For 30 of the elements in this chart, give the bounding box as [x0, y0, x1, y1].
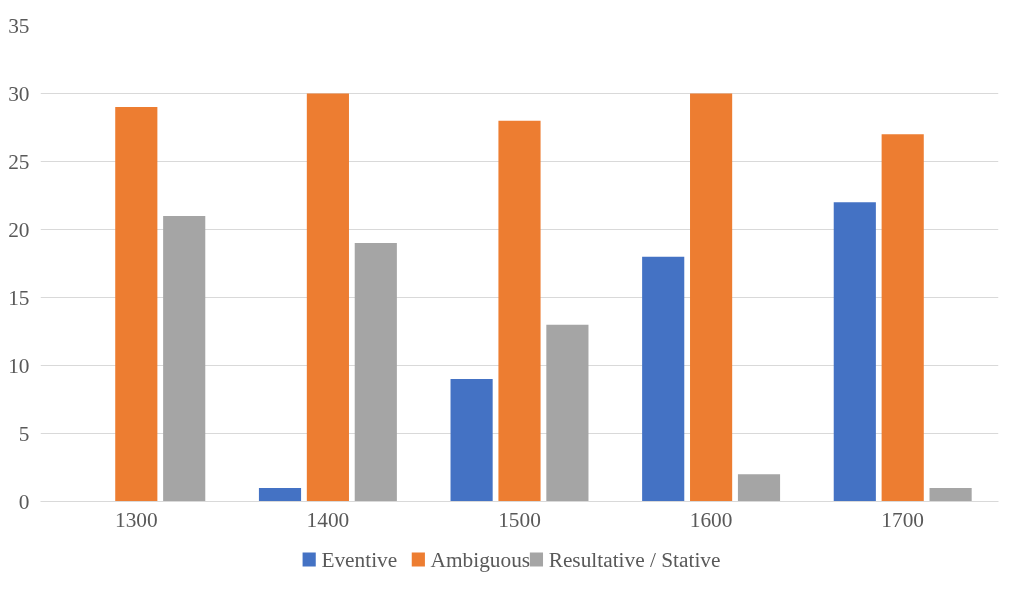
bar [498, 120, 541, 502]
bar [546, 324, 589, 502]
bar [833, 202, 876, 502]
bar [450, 379, 493, 502]
x-tick-label: 1500 [498, 507, 541, 532]
legend-label: Resultative / Stative [548, 547, 721, 572]
legend-label: Ambiguous [430, 547, 531, 572]
y-tick-label: 0 [18, 489, 30, 514]
bar [306, 93, 349, 502]
legend-label: Eventive [321, 547, 398, 572]
y-tick-label: 20 [8, 217, 30, 242]
bar [258, 487, 302, 502]
x-tick-label: 1400 [306, 507, 350, 532]
y-tick-label: 15 [8, 285, 30, 310]
bar [115, 107, 158, 502]
bar [881, 134, 924, 502]
bar [163, 215, 206, 502]
bar [690, 93, 733, 502]
x-tick-label: 1700 [881, 507, 925, 532]
bar [354, 243, 397, 502]
bar [737, 474, 781, 502]
y-tick-label: 10 [8, 353, 30, 378]
y-tick-label: 25 [8, 149, 30, 174]
y-tick-label: 5 [18, 421, 30, 446]
y-tick-label: 35 [8, 13, 30, 38]
bar [929, 487, 972, 502]
x-tick-label: 1600 [689, 507, 733, 532]
y-tick-label: 30 [8, 81, 30, 106]
x-tick-label: 1300 [114, 507, 158, 532]
bar [642, 256, 685, 502]
